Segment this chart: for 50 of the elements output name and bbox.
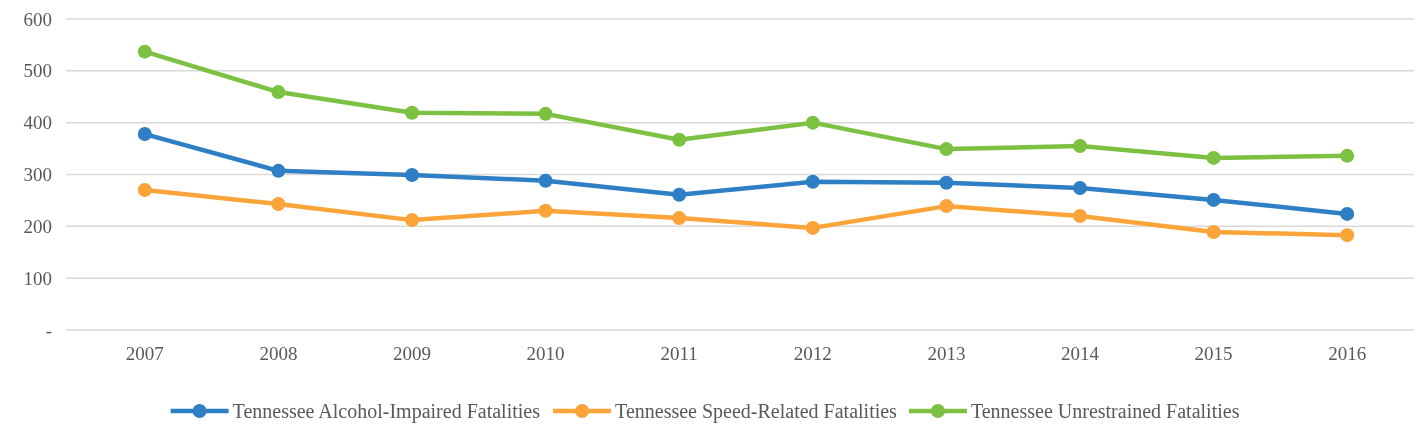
point — [405, 213, 419, 228]
point — [271, 197, 286, 212]
x-tick-label: 2012 — [793, 343, 832, 364]
y-tick-label: 600 — [23, 8, 52, 30]
x-tick-label: 2010 — [526, 343, 565, 364]
point — [1073, 208, 1087, 223]
legend-label: Tennessee Speed-Related Fatalities — [615, 400, 898, 423]
point — [1340, 228, 1355, 243]
point — [538, 106, 553, 121]
point — [672, 132, 687, 147]
point — [405, 105, 419, 120]
point — [672, 211, 687, 226]
y-tick-label: 400 — [23, 112, 52, 134]
point — [939, 142, 954, 157]
x-tick-label: 2014 — [1061, 343, 1100, 364]
x-tick-label: 2007 — [125, 343, 164, 364]
point — [538, 173, 553, 188]
point — [1340, 206, 1355, 221]
point — [939, 175, 954, 190]
point — [805, 220, 820, 235]
legend-label: Tennessee Alcohol-Impaired Fatalities — [232, 400, 541, 423]
y-tick-label: 100 — [23, 267, 52, 289]
point — [1340, 148, 1355, 163]
x-tick-label: 2011 — [660, 343, 698, 364]
point — [1073, 180, 1087, 195]
point — [1206, 225, 1221, 240]
x-tick-label: 2016 — [1328, 343, 1367, 364]
x-tick-label: 2009 — [393, 343, 431, 364]
point — [137, 183, 152, 198]
point — [137, 127, 152, 142]
x-tick-label: 2015 — [1194, 343, 1233, 364]
point — [805, 174, 820, 189]
point — [1206, 192, 1221, 207]
point — [1206, 150, 1221, 165]
point — [538, 203, 553, 218]
point — [939, 199, 954, 214]
y-tick-label: 200 — [23, 215, 52, 237]
legend-label: Tennessee Unrestrained Fatalities — [970, 400, 1240, 422]
point — [405, 168, 419, 183]
point — [805, 115, 820, 130]
x-tick-label: 2008 — [259, 343, 298, 364]
point — [271, 163, 286, 178]
y-tick-label: 300 — [23, 164, 52, 186]
y-tick-label: 500 — [23, 60, 52, 82]
y-tick-label: - — [45, 319, 52, 341]
point — [672, 187, 687, 202]
point — [137, 44, 152, 59]
point — [1073, 138, 1087, 153]
x-tick-label: 2013 — [927, 343, 966, 364]
point — [271, 85, 286, 100]
